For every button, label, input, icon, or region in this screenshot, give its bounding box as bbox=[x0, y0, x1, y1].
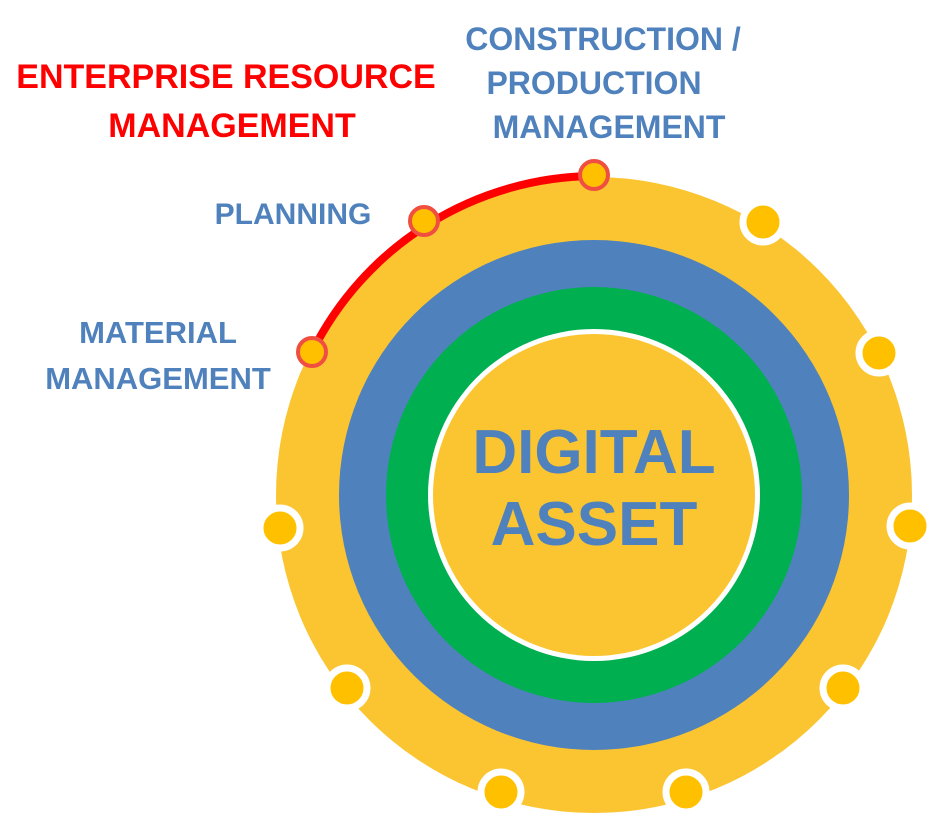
ring-node bbox=[855, 329, 903, 377]
ring-node bbox=[739, 198, 787, 246]
ring-node bbox=[477, 768, 525, 816]
core-title-line2: ASSET bbox=[491, 490, 698, 559]
highlighted-nodes bbox=[296, 159, 610, 368]
material-management-node bbox=[296, 336, 328, 368]
erp-label-line1: ENTERPRISE RESOURCE bbox=[16, 58, 435, 96]
planning-label: PLANNING bbox=[215, 198, 372, 231]
core-circle bbox=[433, 334, 755, 656]
construction-label-line1: CONSTRUCTION / bbox=[465, 21, 741, 57]
material-label-line2: MANAGEMENT bbox=[45, 361, 271, 396]
material-label-line1: MATERIAL bbox=[79, 315, 237, 350]
ring-node bbox=[819, 664, 867, 712]
erp-label-line2: MANAGEMENT bbox=[108, 107, 356, 145]
ring-node bbox=[256, 504, 304, 552]
ring-node bbox=[323, 664, 371, 712]
construction-label-line2: PRODUCTION bbox=[486, 65, 701, 101]
ring-node bbox=[886, 502, 934, 550]
plain-nodes bbox=[256, 198, 934, 816]
construction-label-line3: MANAGEMENT bbox=[493, 109, 726, 145]
construction-node bbox=[578, 159, 610, 191]
core-title-line1: DIGITAL bbox=[472, 418, 715, 487]
ring-node bbox=[662, 768, 710, 816]
planning-node bbox=[408, 205, 440, 237]
